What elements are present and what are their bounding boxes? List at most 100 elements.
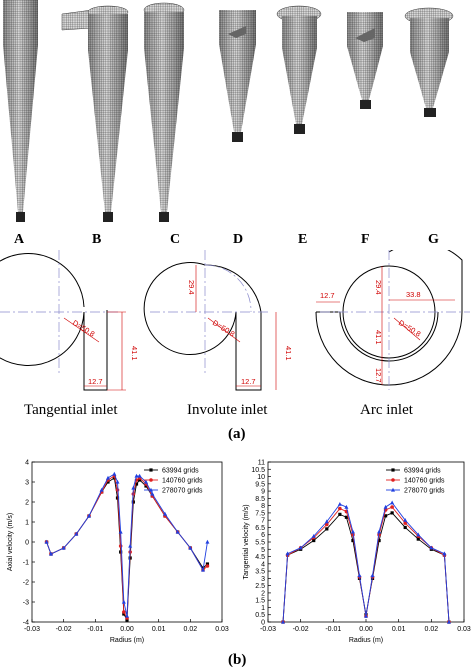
y-tick-label: -3: [23, 600, 29, 607]
caption-arc: Arc inlet: [360, 402, 413, 418]
data-point: [390, 511, 394, 515]
dim-h1: 41.1: [130, 346, 139, 361]
inlet-schematics: D=50.8 41.1 12.7 29.4 D=50.8 41.1 12.7: [0, 250, 470, 391]
data-point: [201, 567, 205, 572]
model-c: [143, 2, 185, 222]
data-point: [150, 491, 155, 496]
cyclone-models: [3, 0, 454, 222]
data-point: [188, 545, 193, 550]
legend-label: 278070 grids: [404, 488, 445, 495]
data-point: [125, 618, 129, 622]
data-point: [416, 537, 420, 541]
data-point: [351, 538, 355, 543]
data-point: [429, 545, 434, 550]
y-tick-label: 2.5: [255, 583, 265, 590]
x-tick-label: 0.02: [184, 626, 198, 633]
data-point: [121, 599, 126, 604]
model-labels: A B C D E F G: [0, 232, 474, 250]
data-point: [106, 475, 110, 480]
data-point: [377, 529, 382, 534]
data-point: [74, 531, 79, 536]
data-point: [115, 496, 120, 500]
series-line-0: [282, 512, 450, 623]
data-point: [205, 564, 210, 568]
model-e: [276, 5, 322, 134]
y-tick-label: 3.5: [255, 569, 265, 576]
y-tick-label: 1: [261, 605, 265, 612]
data-point: [344, 515, 348, 519]
data-point: [403, 517, 408, 522]
y-tick-label: -4: [23, 620, 29, 627]
y-tick-label: 5.5: [255, 540, 265, 547]
x-tick-label: 0.00: [359, 626, 373, 633]
model-label-g: G: [428, 232, 439, 247]
data-point: [144, 479, 148, 484]
y-tick-label: 11: [258, 460, 265, 467]
x-tick-label: 0.02: [425, 626, 439, 633]
x-tick-label: -0.01: [87, 626, 103, 633]
data-point: [298, 545, 303, 550]
x-axis-label: Radius (m): [110, 637, 144, 644]
data-point: [338, 506, 342, 511]
data-point: [49, 551, 53, 556]
legend-label: 63994 grids: [162, 468, 199, 475]
dim-w1: 12.7: [88, 377, 103, 386]
caption-tangential: Tangential inlet: [24, 402, 118, 418]
y-tick-label: 3: [25, 480, 29, 487]
data-point: [357, 573, 362, 578]
y-tick-label: 6: [261, 532, 265, 539]
legend-label: 140760 grids: [162, 478, 203, 485]
legend-marker: [149, 487, 153, 492]
y-tick-label: 2: [261, 590, 265, 597]
dim-r2: 29.4: [187, 280, 196, 295]
y-tick-label: 4.5: [255, 554, 265, 561]
data-point: [115, 479, 120, 484]
data-point: [99, 487, 104, 492]
y-tick-label: 10.5: [251, 467, 265, 474]
tangential-inlet-drawing: [0, 250, 126, 391]
data-point: [134, 473, 139, 478]
data-point: [312, 538, 316, 543]
axial-velocity-chart: -0.03 -0.02 -0.01 0.00 0.01 0.02 0.03 -4 -3 -2 -1 0…: [7, 460, 229, 645]
y-tick-label: 0: [261, 620, 265, 627]
y-tick-label: 2: [25, 500, 29, 507]
x-tick-label: -0.02: [56, 626, 72, 633]
data-point: [403, 521, 407, 525]
data-point: [44, 539, 49, 544]
involute-inlet-drawing: [143, 250, 277, 391]
legend-label: 140760 grids: [404, 478, 445, 485]
tangential-velocity-chart: -0.03 -0.02 -0.01 0.00 0.01 0.02 0.0300.511.52…: [243, 460, 471, 645]
y-tick-label: 0.5: [255, 612, 265, 619]
y-tick-label: 4: [261, 561, 265, 568]
y-tick-label: 4: [25, 460, 29, 467]
model-label-f: F: [361, 232, 370, 247]
data-point: [112, 471, 117, 476]
y-tick-label: 9.5: [255, 481, 265, 488]
model-label-e: E: [298, 232, 308, 247]
arc-inlet-drawing: [315, 250, 470, 390]
y-tick-label: 10: [257, 474, 265, 481]
x-tick-label: 0.01: [152, 626, 166, 633]
legend-marker: [391, 478, 395, 482]
data-point: [106, 480, 110, 484]
y-tick-label: 7: [261, 518, 265, 525]
x-tick-label: -0.01: [325, 626, 341, 633]
data-point: [125, 613, 129, 618]
data-point: [205, 539, 210, 544]
data-point: [122, 610, 126, 614]
data-point: [122, 612, 126, 616]
data-point: [390, 505, 394, 509]
x-tick-label: -0.03: [260, 626, 276, 633]
x-tick-label: -0.03: [24, 626, 40, 633]
data-point: [384, 514, 388, 518]
model-label-d: D: [233, 232, 244, 247]
data-point: [337, 501, 342, 506]
data-point: [370, 573, 375, 578]
y-tick-label: -1: [23, 560, 29, 567]
y-tick-label: 7.5: [255, 510, 265, 517]
data-point: [325, 522, 329, 527]
y-tick-label: -2: [23, 580, 29, 587]
y-tick-label: 1.5: [255, 598, 265, 605]
data-point: [377, 538, 381, 543]
data-point: [390, 500, 395, 505]
